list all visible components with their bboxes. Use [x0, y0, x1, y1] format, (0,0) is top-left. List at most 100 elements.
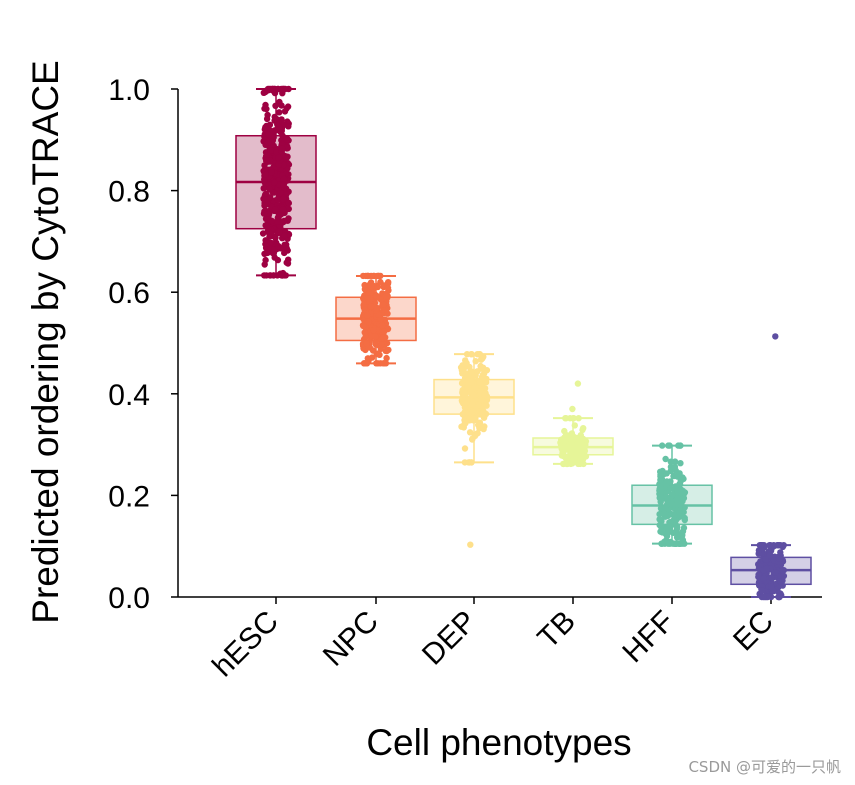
- box-group-dep: [433, 351, 515, 548]
- data-point: [276, 228, 283, 235]
- data-point: [272, 102, 279, 110]
- data-point: [280, 161, 287, 169]
- data-point: [377, 296, 385, 303]
- data-point: [284, 135, 291, 143]
- data-point: [263, 115, 271, 123]
- data-point: [362, 360, 369, 367]
- data-point: [457, 364, 465, 371]
- data-point: [263, 105, 270, 113]
- data-point: [565, 455, 572, 462]
- x-axis: hESC NPC DEP TB HFF EC: [178, 596, 822, 684]
- data-point: [478, 396, 485, 403]
- data-point: [766, 552, 773, 559]
- data-point: [669, 491, 677, 499]
- data-point: [677, 460, 684, 467]
- points-hesc: [259, 85, 293, 279]
- data-point: [465, 395, 472, 402]
- data-point: [582, 453, 590, 460]
- data-point: [664, 500, 671, 507]
- data-point: [360, 322, 367, 330]
- data-point: [364, 355, 371, 362]
- data-point: [374, 272, 381, 280]
- data-point: [284, 260, 292, 267]
- data-point: [480, 414, 488, 421]
- data-point: [464, 384, 471, 391]
- data-point: [273, 115, 280, 123]
- data-point: [575, 460, 582, 468]
- box-group-tb: [532, 380, 614, 468]
- data-point: [562, 433, 570, 441]
- data-point: [580, 460, 587, 468]
- data-point: [468, 459, 475, 466]
- data-point: [379, 334, 387, 342]
- data-point: [477, 364, 485, 372]
- data-point: [672, 483, 679, 490]
- data-point: [260, 210, 268, 217]
- data-point: [569, 442, 576, 450]
- y-axis: 0.0 0.2 0.4 0.6 0.8 1.0: [108, 74, 179, 615]
- data-point: [776, 593, 783, 601]
- data-point: [760, 575, 767, 582]
- data-point: [674, 473, 681, 480]
- data-point: [755, 573, 762, 581]
- data-point: [657, 522, 664, 529]
- data-point: [382, 293, 390, 300]
- box-group-hesc: [235, 85, 317, 279]
- data-point: [664, 530, 671, 537]
- x-axis-title: Cell phenotypes: [366, 722, 631, 763]
- y-tick-label: 0.8: [108, 176, 150, 209]
- data-point: [267, 194, 274, 201]
- data-point: [476, 379, 483, 386]
- x-tick-label: EC: [727, 605, 780, 658]
- data-point: [284, 153, 291, 160]
- data-point: [480, 375, 488, 382]
- data-point: [666, 442, 673, 449]
- data-point: [271, 254, 278, 261]
- data-point: [476, 351, 483, 358]
- data-point: [779, 567, 786, 574]
- data-point: [267, 147, 275, 154]
- outlier-point: [569, 405, 576, 413]
- data-point: [579, 437, 586, 444]
- data-point: [758, 587, 766, 594]
- data-point: [657, 528, 664, 535]
- data-point: [271, 179, 278, 186]
- data-point: [268, 85, 276, 93]
- data-point: [578, 443, 585, 450]
- data-point: [380, 301, 387, 308]
- data-point: [262, 171, 269, 178]
- data-point: [278, 102, 285, 109]
- points-hff: [656, 442, 689, 547]
- data-point: [379, 322, 386, 329]
- x-tick-label: DEP: [416, 605, 483, 672]
- data-point: [275, 154, 282, 161]
- data-point: [760, 593, 767, 601]
- data-point: [472, 431, 479, 438]
- data-point: [476, 421, 483, 428]
- data-point: [659, 442, 666, 449]
- data-point: [568, 437, 576, 444]
- box-group-hff: [631, 442, 713, 547]
- data-point: [260, 89, 267, 97]
- data-point: [575, 415, 582, 422]
- data-point: [562, 415, 569, 422]
- data-point: [679, 535, 686, 543]
- data-point: [471, 415, 478, 422]
- data-point: [766, 542, 773, 549]
- data-point: [666, 540, 674, 547]
- x-tick-label: hESC: [206, 605, 285, 684]
- data-point: [268, 169, 275, 176]
- data-point: [780, 572, 788, 580]
- data-point: [777, 549, 784, 556]
- outlier-point: [574, 380, 582, 387]
- data-point: [279, 132, 286, 139]
- data-point: [673, 534, 681, 541]
- data-point: [667, 458, 674, 465]
- data-point: [264, 225, 272, 232]
- data-point: [373, 292, 380, 299]
- points-ec: [755, 333, 788, 601]
- data-point: [268, 217, 276, 225]
- data-point: [768, 574, 775, 581]
- data-point: [279, 195, 287, 203]
